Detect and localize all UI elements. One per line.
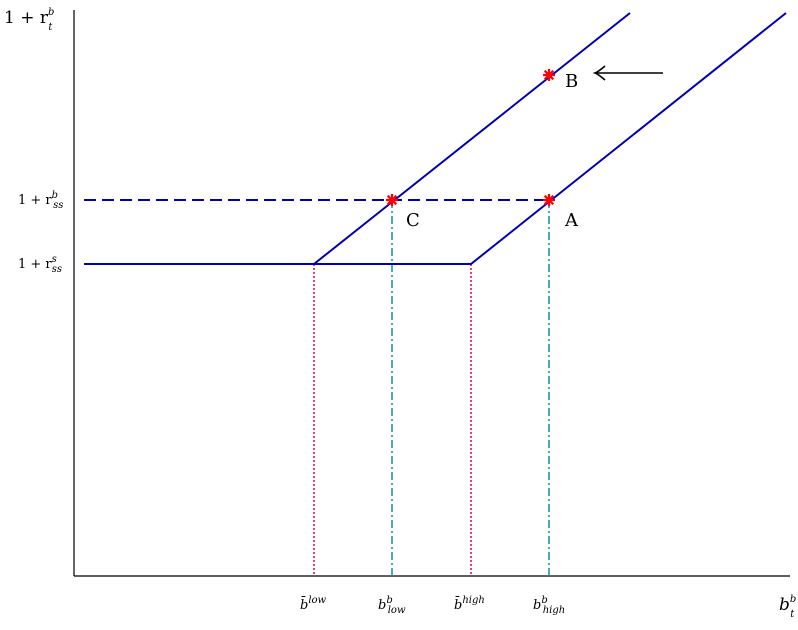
point-marker-A bbox=[543, 194, 555, 206]
y-axis-label: 1 + rb t bbox=[4, 7, 54, 33]
y-tick-rb: 1 + rb ss bbox=[18, 190, 63, 211]
point-marker-B bbox=[543, 69, 555, 81]
arrow-icon bbox=[592, 65, 663, 81]
x-axis-label: bb t bbox=[779, 594, 796, 620]
x-tick-blow-bar: b̄low bbox=[300, 595, 327, 613]
point-label-C: C bbox=[406, 210, 420, 231]
y-tick-rs: 1 + rs ss bbox=[18, 254, 62, 275]
x-tick-blow: bb low bbox=[378, 595, 406, 616]
x-tick-bhigh-bar: b̄high bbox=[454, 595, 485, 613]
point-label-B: B bbox=[565, 71, 578, 92]
curve-high bbox=[314, 12, 787, 265]
x-tick-bhigh: bb high bbox=[533, 595, 565, 616]
point-marker-C bbox=[386, 194, 398, 206]
curve-low bbox=[84, 12, 631, 265]
point-label-A: A bbox=[564, 210, 579, 231]
